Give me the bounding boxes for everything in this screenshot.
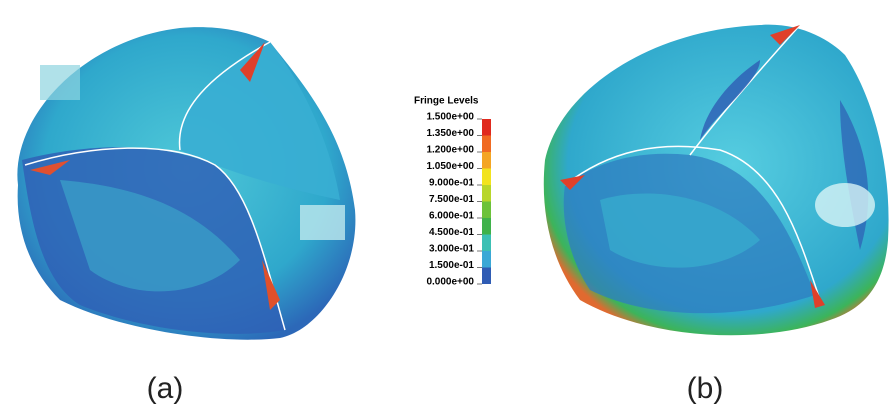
legend-label: 7.500e-01 xyxy=(429,194,474,205)
legend-label: 1.500e+00 xyxy=(426,112,474,123)
legend-label: 4.500e-01 xyxy=(429,227,474,238)
legend: 1.500e+00 1.350e+00 1.200e+00 1.050e+00 9.00… xyxy=(426,112,491,288)
legend-label: 1.500e-01 xyxy=(429,260,474,271)
panel-label: (a) xyxy=(147,372,184,405)
legend-label: 0.000e+00 xyxy=(426,277,474,288)
legend-label: 1.350e+00 xyxy=(426,128,474,139)
valve-b xyxy=(544,25,889,336)
legend-swatch xyxy=(482,235,491,252)
legend-swatch xyxy=(482,251,491,268)
legend-label: 6.000e-01 xyxy=(429,211,474,222)
legend-label: 1.200e+00 xyxy=(426,145,474,156)
legend-label: 1.050e+00 xyxy=(426,161,474,172)
figure: Fringe Levels 1.500e+00 1.350e+00 1.200e+0… xyxy=(0,0,892,412)
legend-swatch xyxy=(482,185,491,202)
valve-a xyxy=(17,27,355,340)
legend-swatch xyxy=(482,152,491,169)
legend-swatch xyxy=(482,202,491,219)
panel-label: (b) xyxy=(687,372,724,405)
page: Fringe Levels 1.500e+00 1.350e+00 1.200e+0… xyxy=(0,0,892,412)
legend-label: 3.000e-01 xyxy=(429,244,474,255)
legend-swatch xyxy=(482,268,491,285)
legend-swatch xyxy=(482,119,491,136)
legend-swatch xyxy=(482,218,491,235)
legend-label: 9.000e-01 xyxy=(429,178,474,189)
legend-swatch xyxy=(482,136,491,153)
legend-swatch xyxy=(482,169,491,186)
legend-title: Fringe Levels xyxy=(414,96,479,107)
